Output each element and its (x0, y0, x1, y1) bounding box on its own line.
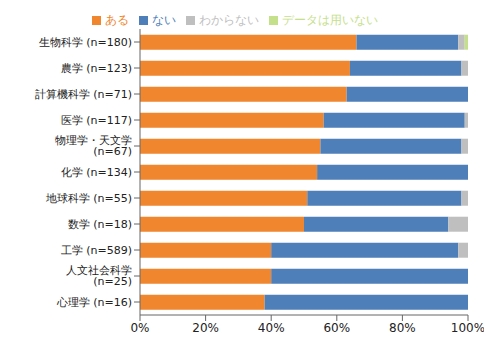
svg-text:工学 (n=589): 工学 (n=589) (61, 244, 132, 257)
svg-text:農学 (n=123): 農学 (n=123) (61, 62, 132, 75)
html-text:データは用いない: データは用いない (282, 13, 378, 27)
svg-text:人文社会科学(n=25): 人文社会科学(n=25) (66, 264, 132, 288)
svg-text:100%: 100% (451, 321, 484, 335)
svg-text:化学 (n=134): 化学 (n=134) (61, 166, 132, 179)
svg-text:心理学 (n=16): 心理学 (n=16) (56, 296, 132, 309)
html-text:わからない: わからない (199, 13, 259, 27)
svg-text:地球科学 (n=55): 地球科学 (n=55) (45, 192, 132, 205)
svg-text:60%: 60% (323, 321, 350, 335)
svg-text:80%: 80% (389, 321, 416, 335)
svg-text:計算機科学 (n=71): 計算機科学 (n=71) (35, 88, 132, 101)
svg-text:20%: 20% (192, 321, 219, 335)
svg-text:数学 (n=18): 数学 (n=18) (68, 218, 132, 231)
svg-text:物理学・天文学(n=67): 物理学・天文学(n=67) (55, 134, 132, 158)
svg-text:40%: 40% (258, 321, 285, 335)
html-text:ない: ない (152, 13, 176, 27)
svg-text:0%: 0% (130, 321, 149, 335)
html-text:ある: ある (105, 13, 129, 27)
svg-text:医学 (n=117): 医学 (n=117) (61, 114, 132, 127)
svg-text:生物科学 (n=180): 生物科学 (n=180) (39, 36, 132, 49)
